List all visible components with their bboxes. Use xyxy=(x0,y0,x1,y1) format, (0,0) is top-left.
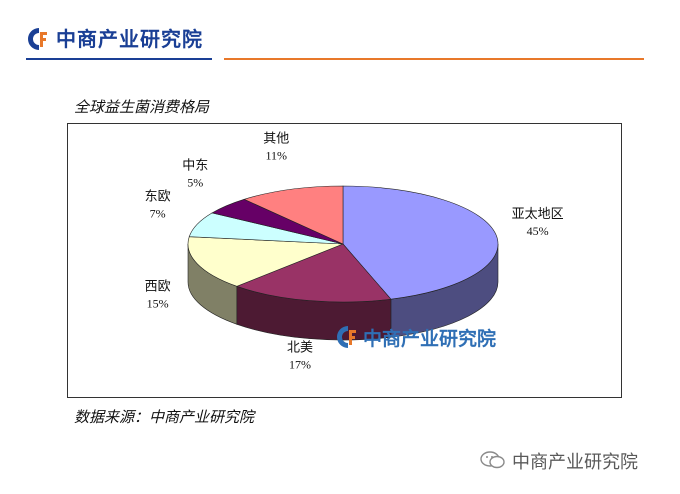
header-rule-blue xyxy=(26,58,212,60)
watermark-logo-icon xyxy=(337,326,348,348)
slice-value-label: 15% xyxy=(147,296,169,310)
pie-label-4: 中东 5% xyxy=(182,159,208,190)
pie-label-1: 北美 17% xyxy=(287,341,313,372)
slice-value-label: 7% xyxy=(150,206,166,220)
pie-slice-2 xyxy=(187,236,344,287)
slice-value-label: 5% xyxy=(187,176,203,190)
slice-name-label: 东欧 xyxy=(145,189,171,204)
pie-chart: 中商产业研究院 亚太地区 45% 北美 17% 西欧 15% 东欧 7% 中东 5% 其他 11% xyxy=(145,132,564,372)
data-source: 数据来源：中商产业研究院 xyxy=(74,408,255,426)
chart-frame: 中商产业研究院 亚太地区 45% 北美 17% 西欧 15% 东欧 7% 中东 5% 其他 11% xyxy=(67,123,622,398)
brand-name: 中商产业研究院 xyxy=(56,27,203,51)
pie-label-2: 西欧 15% xyxy=(145,279,171,310)
footer-brand: 中商产业研究院 xyxy=(512,452,638,473)
brand-logo-icon xyxy=(28,28,47,50)
header-rule-orange xyxy=(224,58,644,60)
pie-label-3: 东欧 7% xyxy=(145,189,171,220)
slice-name-label: 中东 xyxy=(182,159,208,174)
chart-watermark: 中商产业研究院 xyxy=(337,326,496,350)
watermark-logo-accent-icon xyxy=(349,330,356,345)
chart-title: 全球益生菌消费格局 xyxy=(74,98,210,116)
pie-slice-1 xyxy=(236,243,392,303)
slice-value-label: 17% xyxy=(289,358,311,372)
pie-slice-0 xyxy=(342,185,499,300)
wechat-icon xyxy=(480,451,505,469)
slice-name-label: 西欧 xyxy=(145,279,171,294)
watermark-text: 中商产业研究院 xyxy=(363,327,496,350)
slice-name-label: 亚太地区 xyxy=(512,207,564,222)
page-header: 中商产业研究院 xyxy=(0,0,680,70)
pie-label-0: 亚太地区 45% xyxy=(512,207,564,238)
slice-value-label: 11% xyxy=(265,149,287,163)
slice-name-label: 北美 xyxy=(287,341,313,356)
pie-label-5: 其他 11% xyxy=(263,132,289,163)
slice-value-label: 45% xyxy=(527,224,549,238)
slice-name-label: 其他 xyxy=(263,132,289,147)
pie-slice-5 xyxy=(243,185,344,245)
